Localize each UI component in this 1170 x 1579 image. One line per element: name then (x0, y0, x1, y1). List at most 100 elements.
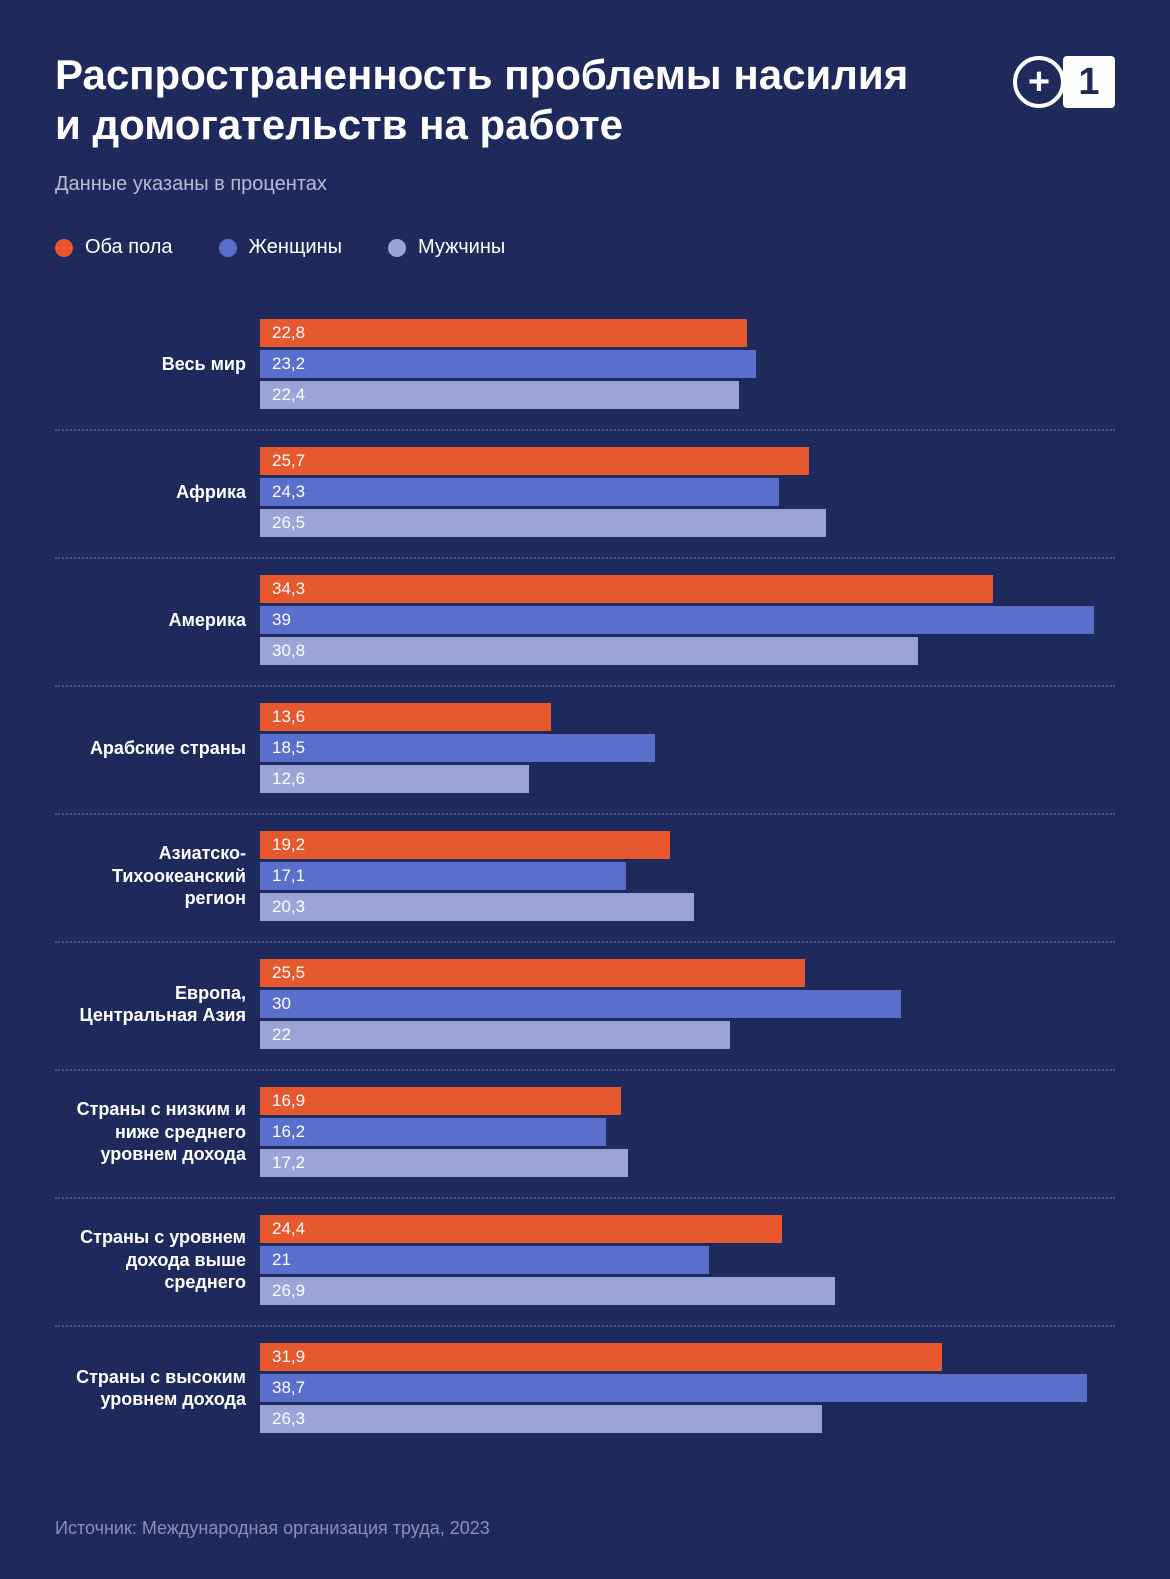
bar-value: 24,3 (272, 482, 305, 502)
bar-row: 13,6 (260, 703, 1115, 731)
bar: 20,3 (260, 893, 694, 921)
bar: 23,2 (260, 350, 756, 378)
bar: 19,2 (260, 831, 670, 859)
bar-row: 17,2 (260, 1149, 1115, 1177)
bar-value: 34,3 (272, 579, 305, 599)
chart-group: Весь мир 22,8 23,2 22,4 (55, 303, 1115, 429)
bar-value: 22,8 (272, 323, 305, 343)
brand-logo: + 1 (1013, 56, 1115, 108)
bar-value: 18,5 (272, 738, 305, 758)
bar-value: 20,3 (272, 897, 305, 917)
chart-group: Америка34,33930,8 (55, 559, 1115, 685)
bar-row: 16,9 (260, 1087, 1115, 1115)
bar-value: 22 (272, 1025, 291, 1045)
legend-item: Мужчины (388, 236, 505, 259)
logo-plus-icon: + (1013, 56, 1065, 108)
bar-row: 12,6 (260, 765, 1115, 793)
bar-row: 20,3 (260, 893, 1115, 921)
bar: 17,2 (260, 1149, 628, 1177)
bar-row: 25,7 (260, 447, 1115, 475)
bar: 12,6 (260, 765, 529, 793)
bar: 18,5 (260, 734, 655, 762)
chart-subtitle: Данные указаны в процентах (55, 173, 1115, 196)
chart-group: Страны с уровнем дохода выше среднего24,… (55, 1199, 1115, 1325)
header: Распространенность проблемы насилия и до… (55, 50, 1115, 149)
chart-group: Страны с низким и ниже среднего уровнем … (55, 1071, 1115, 1197)
bars-container: 19,2 17,1 20,3 (260, 831, 1115, 921)
bar-row: 21 (260, 1246, 1115, 1274)
bar-value: 13,6 (272, 707, 305, 727)
bars-container: 16,9 16,2 17,2 (260, 1087, 1115, 1177)
bar: 30,8 (260, 637, 918, 665)
bar-value: 38,7 (272, 1378, 305, 1398)
chart-group: Азиатско-Тихоокеанский регион19,217,120,… (55, 815, 1115, 941)
bar-row: 38,7 (260, 1374, 1115, 1402)
bar-value: 23,2 (272, 354, 305, 374)
category-label: Весь мир (55, 353, 260, 376)
bar-row: 22 (260, 1021, 1115, 1049)
bars-container: 31,9 38,7 26,3 (260, 1343, 1115, 1433)
bars-container: 25,724,326,5 (260, 447, 1115, 537)
bar: 24,4 (260, 1215, 782, 1243)
bar: 22,4 (260, 381, 739, 409)
bars-container: 24,4 21 26,9 (260, 1215, 1115, 1305)
bar-row: 24,3 (260, 478, 1115, 506)
bar: 31,9 (260, 1343, 942, 1371)
legend-item: Оба пола (55, 236, 173, 259)
bars-container: 22,8 23,2 22,4 (260, 319, 1115, 409)
bar-value: 12,6 (272, 769, 305, 789)
bar-value: 30,8 (272, 641, 305, 661)
chart-group: Африка25,724,326,5 (55, 431, 1115, 557)
category-label: Африка (55, 481, 260, 504)
category-label: Арабские страны (55, 737, 260, 760)
bar-value: 26,9 (272, 1281, 305, 1301)
bar-row: 39 (260, 606, 1115, 634)
bar: 26,3 (260, 1405, 822, 1433)
chart-group: Европа, Центральная Азия25,53022 (55, 943, 1115, 1069)
bar-row: 22,8 (260, 319, 1115, 347)
bar-value: 30 (272, 994, 291, 1014)
bar-row: 18,5 (260, 734, 1115, 762)
bar: 26,9 (260, 1277, 835, 1305)
bar: 16,9 (260, 1087, 621, 1115)
legend-dot-icon (219, 239, 237, 257)
bar: 25,7 (260, 447, 809, 475)
bar-row: 26,3 (260, 1405, 1115, 1433)
bar-value: 19,2 (272, 835, 305, 855)
bar-value: 17,2 (272, 1153, 305, 1173)
bar-row: 23,2 (260, 350, 1115, 378)
category-label: Страны с низким и ниже среднего уровнем … (55, 1098, 260, 1166)
bars-container: 34,3 39 30,8 (260, 575, 1115, 665)
bar-value: 31,9 (272, 1347, 305, 1367)
legend-item: Женщины (219, 236, 342, 259)
bar: 39 (260, 606, 1094, 634)
bar-row: 30 (260, 990, 1115, 1018)
bar-row: 25,5 (260, 959, 1115, 987)
bar-value: 17,1 (272, 866, 305, 886)
bar-row: 17,1 (260, 862, 1115, 890)
bar-row: 24,4 (260, 1215, 1115, 1243)
bar-row: 22,4 (260, 381, 1115, 409)
bar-value: 26,3 (272, 1409, 305, 1429)
bar: 30 (260, 990, 901, 1018)
legend-dot-icon (388, 239, 406, 257)
bar: 16,2 (260, 1118, 606, 1146)
bar-row: 34,3 (260, 575, 1115, 603)
legend-label: Женщины (249, 236, 342, 259)
chart-group: Арабские страны 13,6 18,5 12,6 (55, 687, 1115, 813)
bar-chart: Весь мир22,823,222,4Африка25,724,326,5Ам… (55, 303, 1115, 1453)
bar: 22 (260, 1021, 730, 1049)
category-label: Страны с уровнем дохода выше среднего (55, 1226, 260, 1294)
source-text: Источник: Международная организация труд… (55, 1518, 490, 1539)
bar-value: 24,4 (272, 1219, 305, 1239)
bar: 38,7 (260, 1374, 1087, 1402)
bar-row: 19,2 (260, 831, 1115, 859)
bar: 22,8 (260, 319, 747, 347)
legend-label: Оба пола (85, 236, 173, 259)
logo-one-icon: 1 (1063, 56, 1115, 108)
bars-container: 13,6 18,5 12,6 (260, 703, 1115, 793)
legend-dot-icon (55, 239, 73, 257)
bar-row: 31,9 (260, 1343, 1115, 1371)
bar-row: 16,2 (260, 1118, 1115, 1146)
category-label: Страны с высоким уровнем дохода (55, 1366, 260, 1411)
